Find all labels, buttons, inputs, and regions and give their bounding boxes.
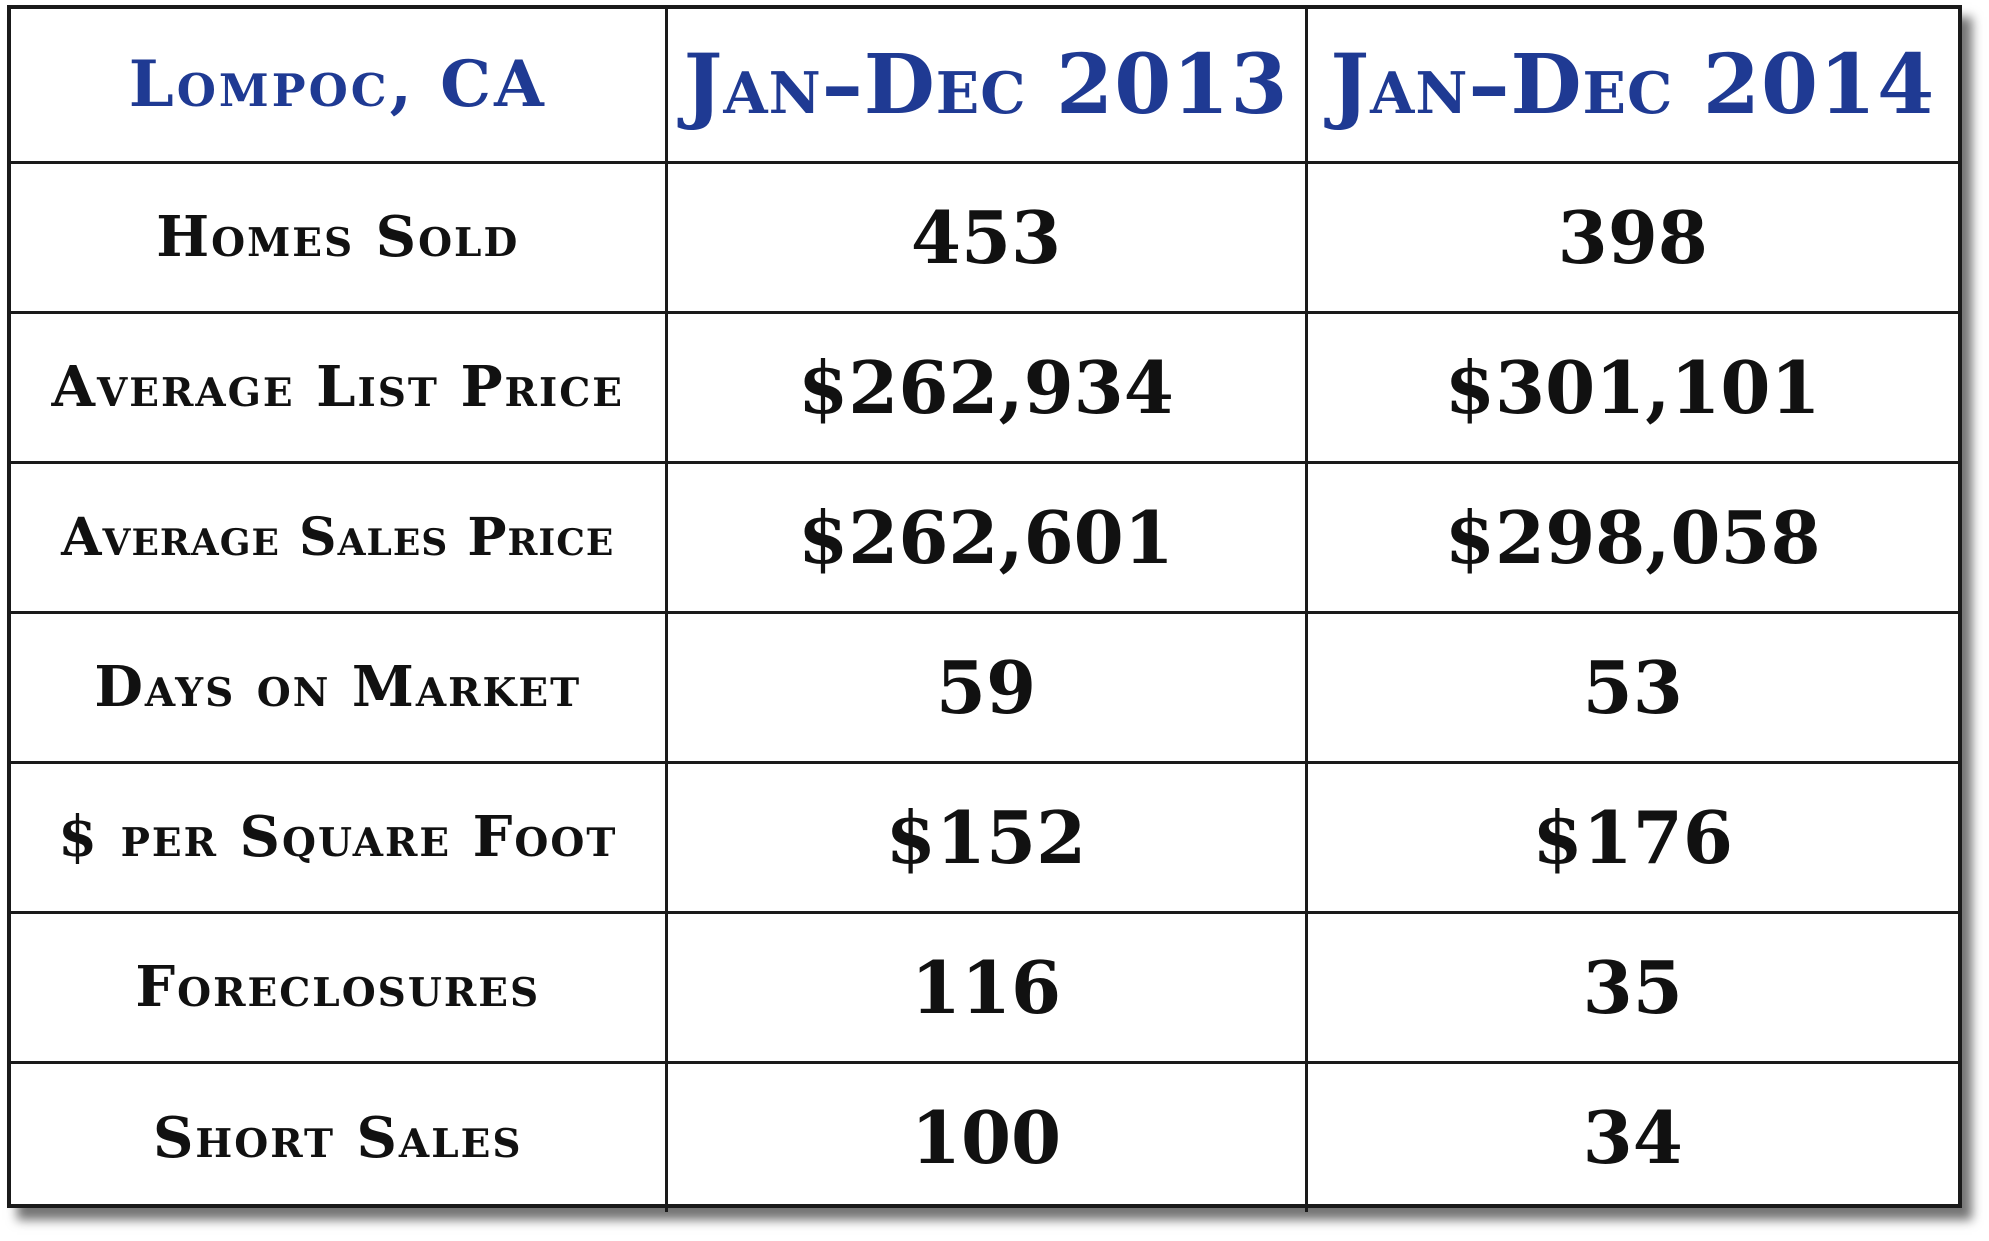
metric-label: Homes Sold [156,204,520,270]
value-2014: $298,058 [1444,494,1821,580]
table-row-average-list-price: Average List Price $262,934 $301,101 [11,310,1958,464]
city-label: Lompoc, CA [128,47,547,123]
value-2013-cell: 116 [664,910,1308,1064]
table-row-average-sales-price: Average Sales Price $262,601 $298,058 [11,460,1958,614]
value-2014: $176 [1532,794,1733,880]
period-2013-label: Jan–Dec 2013 [683,36,1289,133]
metric-label: $ per Square Foot [58,804,618,870]
value-2013: 453 [910,194,1062,280]
value-2014-cell: 34 [1304,1060,1958,1212]
value-2014-cell: $298,058 [1304,460,1958,614]
value-2013-cell: 100 [664,1060,1308,1212]
row-label-cell: $ per Square Foot [11,760,668,914]
metric-label: Foreclosures [135,954,541,1020]
value-2013: $262,934 [798,344,1174,430]
value-2014-cell: 398 [1304,160,1958,314]
value-2013: 100 [910,1095,1062,1181]
metric-label: Short Sales [152,1104,523,1171]
period-2014-label: Jan–Dec 2014 [1330,36,1936,133]
value-2013: $262,601 [798,494,1174,580]
value-2013: 59 [935,644,1037,730]
table-row-short-sales: Short Sales 100 34 [11,1060,1958,1212]
header-2014-cell: Jan–Dec 2014 [1304,9,1958,164]
value-2014-cell: $176 [1304,760,1958,914]
value-2014-cell: 53 [1304,610,1958,764]
value-2014-cell: 35 [1304,910,1958,1064]
value-2014: $301,101 [1444,344,1821,430]
value-2013-cell: 453 [664,160,1308,314]
metric-label: Days on Market [94,654,582,720]
table-row-days-on-market: Days on Market 59 53 [11,610,1958,764]
header-2013-cell: Jan–Dec 2013 [664,9,1308,164]
table-row-homes-sold: Homes Sold 453 398 [11,160,1958,314]
value-2013-cell: $152 [664,760,1308,914]
row-label-cell: Foreclosures [11,910,668,1064]
value-2014: 35 [1582,944,1683,1030]
row-label-cell: Average List Price [11,310,668,464]
metric-label: Average List Price [51,354,624,420]
table-row-price-per-square-foot: $ per Square Foot $152 $176 [11,760,1958,914]
value-2014: 53 [1582,644,1683,730]
header-city-cell: Lompoc, CA [11,9,668,164]
value-2013: 116 [910,944,1062,1030]
row-label-cell: Short Sales [11,1060,668,1212]
table-row-foreclosures: Foreclosures 116 35 [11,910,1958,1064]
row-label-cell: Average Sales Price [11,460,668,614]
value-2014: 34 [1582,1095,1683,1181]
value-2013-cell: $262,601 [664,460,1308,614]
row-label-cell: Days on Market [11,610,668,764]
value-2014-cell: $301,101 [1304,310,1958,464]
value-2013-cell: 59 [664,610,1308,764]
row-label-cell: Homes Sold [11,160,668,314]
metric-label: Average Sales Price [61,506,615,568]
header-row: Lompoc, CA Jan–Dec 2013 Jan–Dec 2014 [11,9,1958,164]
market-stats-card: Lompoc, CA Jan–Dec 2013 Jan–Dec 2014 Hom… [7,5,1962,1212]
value-2014: 398 [1557,194,1708,280]
market-stats-table: Lompoc, CA Jan–Dec 2013 Jan–Dec 2014 Hom… [11,9,1958,1212]
value-2013: $152 [885,794,1087,880]
value-2013-cell: $262,934 [664,310,1308,464]
